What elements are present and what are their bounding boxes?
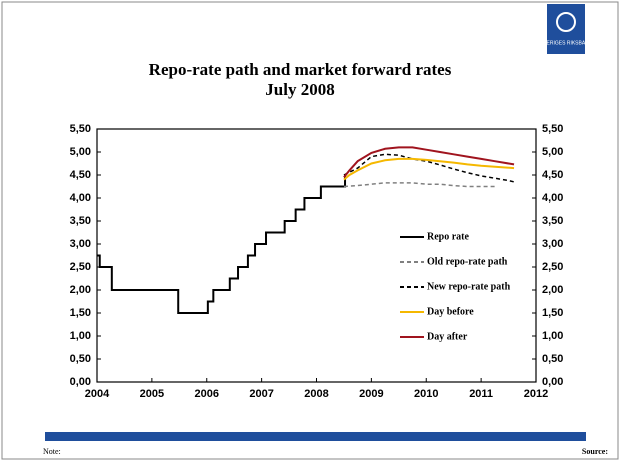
x-tick-label: 2012	[524, 388, 548, 400]
logo-emblem	[556, 12, 576, 32]
y-tick-label: 5,50	[70, 123, 91, 135]
y-tick-label: 3,00	[70, 238, 91, 250]
chart-subtitle: July 2008	[265, 80, 334, 99]
logo-box	[547, 4, 585, 54]
y2-tick-label: 5,50	[542, 123, 563, 135]
note: Note:	[43, 447, 61, 456]
y-tick-label: 0,00	[70, 376, 91, 388]
y-tick-label: 2,50	[70, 261, 91, 273]
series-line	[97, 175, 347, 314]
y2-tick-label: 1,50	[542, 307, 563, 319]
chart-title: Repo-rate path and market forward rates	[149, 60, 452, 79]
x-tick-label: 2008	[304, 388, 328, 400]
y2-tick-label: 2,00	[542, 284, 563, 296]
y2-tick-label: 2,50	[542, 261, 563, 273]
footer-bar	[45, 432, 586, 441]
legend-label: Old repo-rate path	[427, 256, 508, 267]
legend-label: Day after	[427, 331, 468, 342]
x-tick-label: 2005	[140, 388, 164, 400]
y2-tick-label: 4,50	[542, 169, 563, 181]
y-tick-label: 1,50	[70, 307, 91, 319]
y2-tick-label: 3,50	[542, 215, 563, 227]
logo-text: SVERIGES RIKSBANK	[540, 40, 593, 46]
y-tick-label: 1,00	[70, 330, 91, 342]
series-line	[343, 153, 515, 183]
x-tick-label: 2009	[359, 388, 383, 400]
series-line	[343, 146, 515, 178]
legend-box	[397, 226, 531, 346]
legend-label: Repo rate	[427, 231, 469, 242]
y2-tick-label: 1,00	[542, 330, 563, 342]
x-tick-label: 2010	[414, 388, 438, 400]
source: Source:	[582, 447, 608, 456]
y2-tick-label: 5,00	[542, 146, 563, 158]
y2-tick-label: 0,00	[542, 376, 563, 388]
y2-tick-label: 3,00	[542, 238, 563, 250]
y2-tick-label: 4,00	[542, 192, 563, 204]
series-line	[343, 182, 495, 188]
y-tick-label: 0,50	[70, 353, 91, 365]
x-tick-label: 2004	[85, 388, 110, 400]
y2-tick-label: 0,50	[542, 353, 563, 365]
x-tick-label: 2007	[249, 388, 273, 400]
y-tick-label: 4,00	[70, 192, 91, 204]
y-tick-label: 3,50	[70, 215, 91, 227]
y-tick-label: 2,00	[70, 284, 91, 296]
x-tick-label: 2006	[195, 388, 219, 400]
legend-label: New repo-rate path	[427, 281, 511, 292]
series-line	[343, 157, 515, 181]
x-tick-label: 2011	[469, 388, 493, 400]
legend-label: Day before	[427, 306, 474, 317]
y-tick-label: 5,00	[70, 146, 91, 158]
y-tick-label: 4,50	[70, 169, 91, 181]
